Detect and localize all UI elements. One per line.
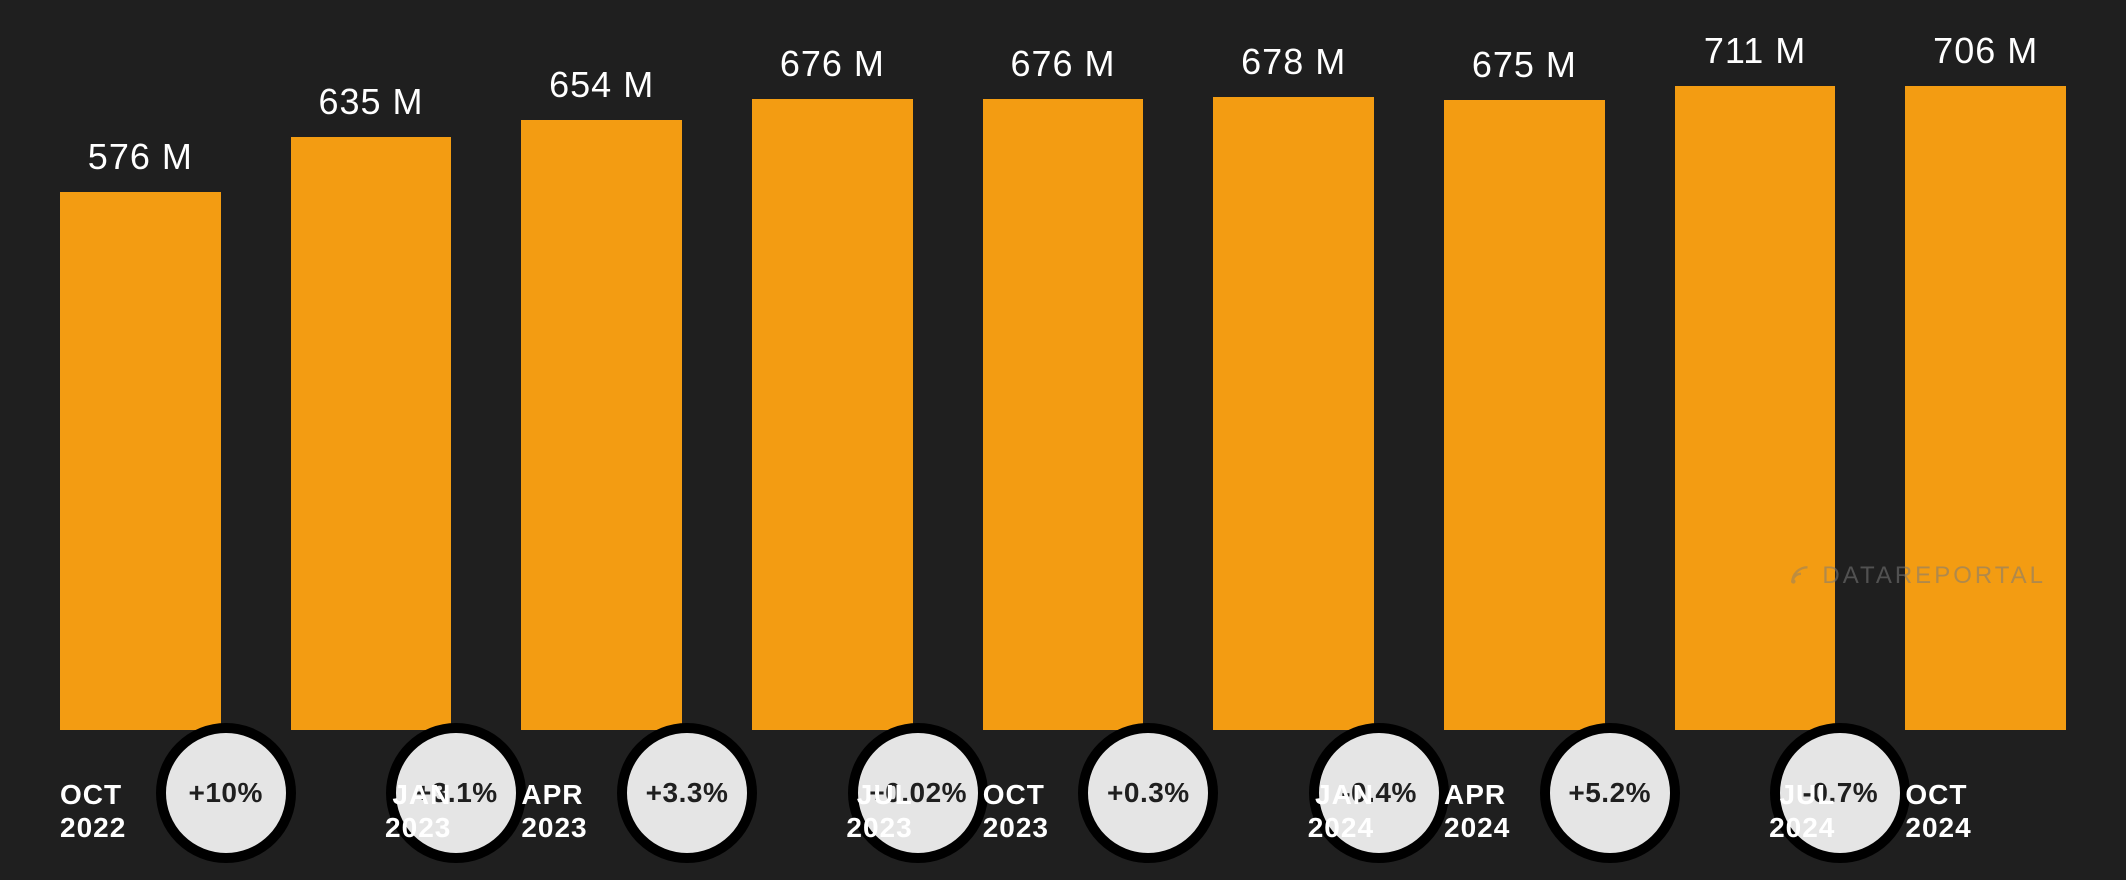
x-axis-label: JAN2024 [1213, 778, 1374, 845]
x-axis-year: 2023 [521, 811, 682, 845]
x-axis-year: 2023 [752, 811, 913, 845]
bar-collection: 576 M 635 M 654 M 676 M 676 M 678 M 675 M 711 M… [60, 30, 2066, 730]
x-axis-label: JUL2023 [752, 778, 913, 845]
x-axis-month: APR [1444, 778, 1605, 812]
bar-value-label: 654 M [549, 64, 654, 106]
x-axis-label: OCT2024 [1905, 778, 2066, 845]
x-axis-labels: OCT2022JAN2023APR2023JUL2023OCT2023JAN20… [60, 778, 2066, 845]
bar: 676 M [983, 30, 1144, 730]
bar-value-label: 635 M [318, 81, 423, 123]
bar-rect [1213, 97, 1374, 730]
x-axis-label: APR2023 [521, 778, 682, 845]
bar: 576 M [60, 30, 221, 730]
x-axis-year: 2022 [60, 811, 221, 845]
bar: 678 M [1213, 30, 1374, 730]
x-axis-month: OCT [983, 778, 1144, 812]
bar-rect [983, 99, 1144, 730]
bar-value-label: 706 M [1933, 30, 2038, 72]
x-axis-label: APR2024 [1444, 778, 1605, 845]
bar: 676 M [752, 30, 913, 730]
x-axis-year: 2024 [1675, 811, 1836, 845]
x-axis-month: OCT [60, 778, 221, 812]
x-axis-month: JAN [1213, 778, 1374, 812]
x-axis-month: JAN [291, 778, 452, 812]
bar-rect [1675, 86, 1836, 730]
watermark-text: DATAREPORTAL [1822, 562, 2046, 590]
signal-icon [1788, 563, 1814, 589]
x-axis-month: JUL [1675, 778, 1836, 812]
bar: 654 M [521, 30, 682, 730]
bar-value-label: 675 M [1472, 44, 1577, 86]
bar-rect [60, 192, 221, 730]
bar: 635 M [291, 30, 452, 730]
bar-value-label: 678 M [1241, 41, 1346, 83]
x-axis-year: 2024 [1213, 811, 1374, 845]
bar-value-label: 676 M [780, 43, 885, 85]
x-axis-label: JUL2024 [1675, 778, 1836, 845]
x-axis-label: OCT2022 [60, 778, 221, 845]
bar: 706 M [1905, 30, 2066, 730]
bar-value-label: 711 M [1704, 30, 1806, 72]
x-axis-year: 2023 [983, 811, 1144, 845]
x-axis-label: JAN2023 [291, 778, 452, 845]
x-axis-label: OCT2023 [983, 778, 1144, 845]
bar-rect [521, 120, 682, 730]
x-axis-year: 2024 [1905, 811, 2066, 845]
bar-value-label: 676 M [1010, 43, 1115, 85]
x-axis-year: 2024 [1444, 811, 1605, 845]
bar-rect [1444, 100, 1605, 730]
watermark: DATAREPORTAL [1788, 562, 2046, 590]
bar-chart: 576 M 635 M 654 M 676 M 676 M 678 M 675 M 711 M… [60, 30, 2066, 730]
bar-value-label: 576 M [88, 136, 193, 178]
bar: 675 M [1444, 30, 1605, 730]
x-axis-month: JUL [752, 778, 913, 812]
bar: 711 M [1675, 30, 1836, 730]
x-axis-month: OCT [1905, 778, 2066, 812]
bar-rect [752, 99, 913, 730]
x-axis-year: 2023 [291, 811, 452, 845]
bar-rect [291, 137, 452, 730]
x-axis-month: APR [521, 778, 682, 812]
bar-rect [1905, 86, 2066, 730]
